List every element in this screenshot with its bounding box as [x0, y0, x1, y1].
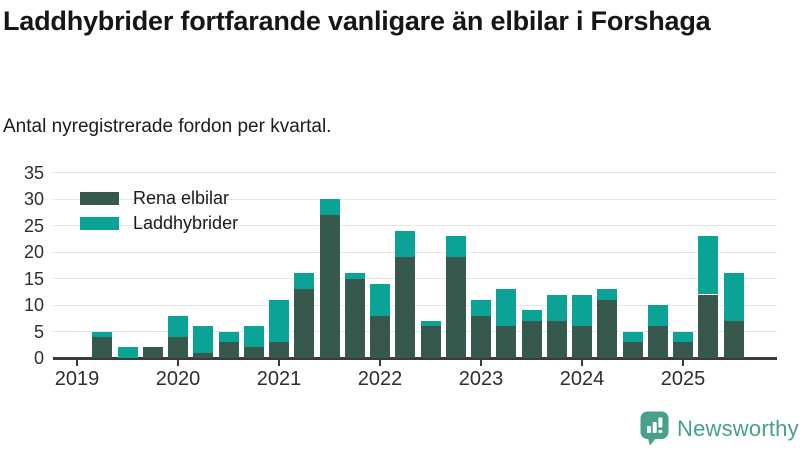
newsworthy-logo-text: Newsworthy — [677, 415, 799, 441]
bar-segment-laddhybrider — [344, 273, 365, 279]
newsworthy-logo-icon — [640, 411, 669, 446]
bar-segment-rena-elbilar — [521, 320, 542, 358]
bar-segment-laddhybrider — [168, 315, 188, 337]
y-tick-label: 0 — [33, 348, 44, 368]
gridline — [53, 172, 777, 174]
legend-swatch-laddhybrider — [80, 217, 119, 230]
gridline — [53, 225, 777, 227]
bar-segment-rena-elbilar — [445, 257, 466, 358]
bar-segment-rena-elbilar — [546, 320, 567, 358]
bar-segment-laddhybrider — [647, 305, 668, 327]
x-tick-mark — [177, 359, 179, 366]
bar-segment-rena-elbilar — [142, 347, 163, 358]
bar-segment-rena-elbilar — [269, 342, 289, 358]
bar-segment-laddhybrider — [395, 230, 416, 258]
legend-swatch-rena-elbilar — [80, 192, 119, 205]
bar-segment-rena-elbilar — [597, 299, 618, 358]
y-tick-label: 30 — [23, 189, 44, 210]
x-axis-line — [53, 357, 777, 360]
bar-segment-rena-elbilar — [420, 326, 441, 358]
bar-segment-rena-elbilar — [647, 326, 668, 358]
bar-segment-laddhybrider — [269, 299, 289, 343]
x-tick-mark — [480, 359, 482, 366]
bar-segment-laddhybrider — [622, 331, 643, 343]
bar-segment-laddhybrider — [370, 283, 390, 316]
y-tick-label: 15 — [23, 268, 44, 289]
x-tick-label: 2024 — [559, 368, 605, 390]
bar-segment-rena-elbilar — [471, 315, 491, 358]
bar-segment-laddhybrider — [723, 273, 744, 321]
chart-subtitle: Antal nyregistrerade fordon per kvartal. — [3, 116, 332, 137]
x-tick-mark — [76, 359, 78, 366]
bar-segment-rena-elbilar — [395, 257, 416, 358]
bar-segment-laddhybrider — [471, 299, 491, 316]
x-tick-label: 2023 — [458, 368, 504, 390]
bar-segment-rena-elbilar — [168, 336, 188, 358]
bar-segment-laddhybrider — [546, 294, 567, 321]
bar-segment-laddhybrider — [521, 310, 542, 321]
x-tick-label: 2020 — [155, 368, 201, 390]
bar-segment-rena-elbilar — [496, 326, 517, 358]
legend-label-rena-elbilar: Rena elbilar — [133, 188, 230, 208]
bar-segment-laddhybrider — [673, 331, 693, 343]
gridline — [53, 198, 777, 200]
x-tick-label: 2019 — [54, 368, 100, 390]
legend-item-rena-elbilar: Rena elbilar — [80, 188, 238, 208]
legend-item-laddhybrider: Laddhybrider — [80, 213, 238, 233]
bar-segment-laddhybrider — [218, 331, 239, 343]
bar-segment-laddhybrider — [294, 273, 315, 290]
y-tick-label: 10 — [23, 295, 44, 316]
bar-segment-laddhybrider — [193, 326, 214, 353]
bar-segment-laddhybrider — [243, 326, 264, 348]
legend: Rena elbilar Laddhybrider — [80, 188, 238, 242]
bar-segment-laddhybrider — [572, 294, 592, 327]
bar-segment-rena-elbilar — [218, 342, 239, 358]
bar-segment-rena-elbilar — [370, 315, 390, 358]
x-tick-mark — [379, 359, 381, 366]
y-tick-label: 5 — [33, 321, 44, 342]
x-tick-label: 2022 — [357, 368, 403, 390]
bar-segment-rena-elbilar — [319, 215, 340, 358]
bar-segment-rena-elbilar — [622, 342, 643, 358]
chart-title: Laddhybrider fortfarande vanligare än el… — [3, 6, 711, 36]
x-tick-label: 2021 — [256, 368, 302, 390]
x-tick-mark — [278, 359, 280, 366]
y-tick-label: 35 — [23, 162, 44, 183]
bar-segment-rena-elbilar — [723, 320, 744, 358]
y-tick-label: 20 — [23, 242, 44, 263]
bar-segment-laddhybrider — [420, 320, 441, 327]
newsworthy-logo: Newsworthy — [640, 411, 799, 446]
x-tick-mark — [682, 359, 684, 366]
bar-segment-rena-elbilar — [243, 347, 264, 358]
bar-segment-rena-elbilar — [294, 289, 315, 358]
bar-segment-laddhybrider — [319, 199, 340, 216]
bar-segment-laddhybrider — [698, 236, 719, 295]
bar-segment-laddhybrider — [496, 289, 517, 327]
bar-segment-laddhybrider — [597, 289, 618, 300]
legend-label-laddhybrider: Laddhybrider — [133, 213, 239, 233]
bar-segment-rena-elbilar — [673, 342, 693, 358]
bar-segment-rena-elbilar — [698, 294, 719, 358]
bar-segment-rena-elbilar — [572, 326, 592, 358]
bar-segment-rena-elbilar — [92, 336, 113, 358]
x-tick-mark — [581, 359, 583, 366]
x-tick-label: 2025 — [660, 368, 706, 390]
bar-segment-laddhybrider — [92, 331, 113, 337]
bar-segment-rena-elbilar — [193, 352, 214, 358]
bar-segment-laddhybrider — [117, 347, 138, 358]
bar-segment-rena-elbilar — [344, 278, 365, 358]
y-tick-label: 25 — [23, 215, 44, 236]
bar-segment-laddhybrider — [445, 236, 466, 258]
